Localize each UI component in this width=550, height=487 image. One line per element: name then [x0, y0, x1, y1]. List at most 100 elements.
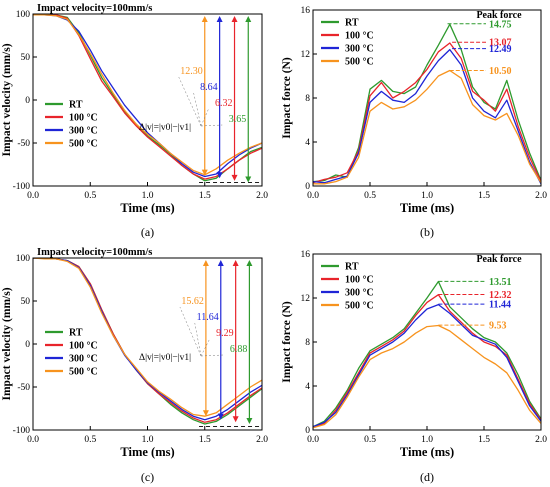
delta-arrow-head-bottom	[202, 410, 209, 417]
y-tick-label: 0	[25, 96, 30, 106]
y-axis-label: Impact force (N)	[281, 57, 293, 139]
legend-label-0: RT	[69, 328, 83, 339]
series-line-d-3	[313, 324, 541, 429]
peak-title: Peak force	[476, 254, 522, 265]
x-axis-label: Time (ms)	[120, 201, 174, 215]
delta-arrow-head-top	[217, 260, 224, 266]
peak-value-label: 13.07	[489, 38, 512, 49]
y-tick-label: -100	[13, 182, 31, 192]
x-tick-label: 0.0	[307, 435, 319, 445]
x-tick-label: 1.5	[199, 435, 211, 445]
delta-arrow-head-top	[201, 16, 208, 22]
y-tick-label: 8	[305, 338, 310, 348]
x-tick-label: 1.5	[199, 191, 211, 201]
legend-label-3: 500 °C	[69, 367, 98, 378]
x-tick-label: 0.5	[364, 435, 376, 445]
x-tick-label: 1.5	[478, 191, 490, 201]
legend-label-0: RT	[345, 18, 359, 29]
y-tick-label: 16	[301, 6, 311, 16]
x-tick-label: 2.0	[256, 191, 268, 201]
y-tick-label: 0	[305, 426, 310, 436]
series-line-a-3	[33, 14, 262, 176]
y-tick-label: 100	[16, 10, 31, 20]
y-tick-label: -100	[13, 426, 31, 436]
delta-arrow-head-bottom	[245, 176, 252, 183]
series-group	[33, 14, 262, 182]
formula-label: Δ|v|=|v0|−|v1|	[139, 123, 191, 133]
panel-label: (a)	[141, 225, 154, 239]
delta-arrow-head-bottom	[201, 169, 208, 176]
reference-label: Impact velocity=100mm/s	[37, 247, 152, 258]
delta-value-label: 8.64	[200, 82, 218, 93]
delta-arrow-head-bottom	[232, 416, 239, 423]
x-tick-label: 0.5	[84, 191, 96, 201]
panel-a: 0.0 0.5 1.0 1.5 2.0 -100 -50 0 50 100 Time (ms) Imp…	[1, 3, 268, 239]
series-line-b-1	[313, 42, 541, 184]
x-tick-label: 0.5	[364, 191, 376, 201]
legend-label-0: RT	[69, 100, 83, 111]
series-line-c-2	[33, 258, 262, 421]
series-line-b-3	[313, 69, 541, 185]
delta-arrow-head-bottom	[216, 172, 223, 179]
delta-value-label: 9.29	[216, 328, 234, 339]
peak-value-label: 14.75	[489, 19, 512, 30]
series-line-b-2	[313, 48, 541, 185]
panel-label: (c)	[141, 470, 154, 484]
legend-label-3: 500 °C	[345, 57, 374, 68]
delta-pointer	[200, 338, 210, 357]
formula-label: Δ|v|=|v0|−|v1|	[139, 353, 191, 363]
series-line-c-3	[33, 258, 262, 417]
legend-label-1: 100 °C	[69, 341, 98, 352]
delta-value-label: 6.88	[230, 344, 248, 355]
series-group	[313, 280, 541, 429]
legend-label-0: RT	[345, 262, 359, 273]
delta-pointer	[179, 306, 202, 357]
x-tick-label: 0.0	[27, 191, 39, 201]
panel-c: 0.0 0.5 1.0 1.5 2.0 -100 -50 0 50 100 Time (ms) Imp…	[1, 247, 268, 484]
peak-title: Peak force	[476, 10, 522, 21]
delta-arrow-head-bottom	[217, 413, 224, 420]
x-tick-label: 0.0	[307, 191, 319, 201]
panel-label: (d)	[420, 470, 434, 484]
delta-pointer	[178, 76, 202, 127]
series-line-d-0	[313, 280, 541, 428]
y-tick-label: 0	[25, 340, 30, 350]
delta-pointer	[200, 108, 209, 127]
y-tick-label: 4	[305, 382, 310, 392]
delta-pointer	[200, 124, 223, 127]
legend-label-3: 500 °C	[345, 301, 374, 312]
x-tick-label: 1.0	[142, 435, 154, 445]
y-tick-label: 4	[305, 138, 310, 148]
delta-value-label: 11.64	[197, 312, 219, 323]
y-tick-label: 100	[16, 254, 31, 264]
series-line-c-0	[33, 258, 262, 425]
legend-label-3: 500 °C	[69, 139, 98, 150]
series-group	[313, 23, 541, 185]
x-axis-label: Time (ms)	[400, 445, 454, 459]
delta-value-label: 6.32	[215, 98, 233, 109]
delta-arrow-head-bottom	[246, 417, 253, 424]
x-tick-label: 1.0	[142, 191, 154, 201]
x-tick-label: 2.0	[535, 191, 547, 201]
x-axis-label: Time (ms)	[120, 445, 174, 459]
legend-label-2: 300 °C	[69, 354, 98, 365]
series-line-a-2	[33, 14, 262, 178]
y-tick-label: 12	[301, 50, 311, 60]
delta-value-label: 12.30	[180, 66, 203, 77]
delta-pointer	[193, 92, 202, 127]
peak-value-label: 13.51	[489, 277, 512, 288]
series-line-c-1	[33, 258, 262, 423]
x-axis-label: Time (ms)	[400, 201, 454, 215]
delta-pointer	[200, 354, 224, 357]
panel-label: (b)	[420, 225, 434, 239]
delta-arrow-head-top	[232, 260, 239, 266]
x-tick-label: 1.5	[478, 435, 490, 445]
peak-value-label: 9.53	[489, 321, 507, 332]
delta-arrow-head-bottom	[231, 174, 238, 181]
panel-d: 0.0 0.5 1.0 1.5 2.0 0 4 8 12 16 Time (ms) Impact fo…	[281, 250, 547, 484]
legend-label-1: 100 °C	[345, 31, 374, 42]
delta-arrow-head-top	[231, 16, 238, 22]
series-line-d-1	[313, 294, 541, 429]
legend-label-1: 100 °C	[69, 113, 98, 124]
